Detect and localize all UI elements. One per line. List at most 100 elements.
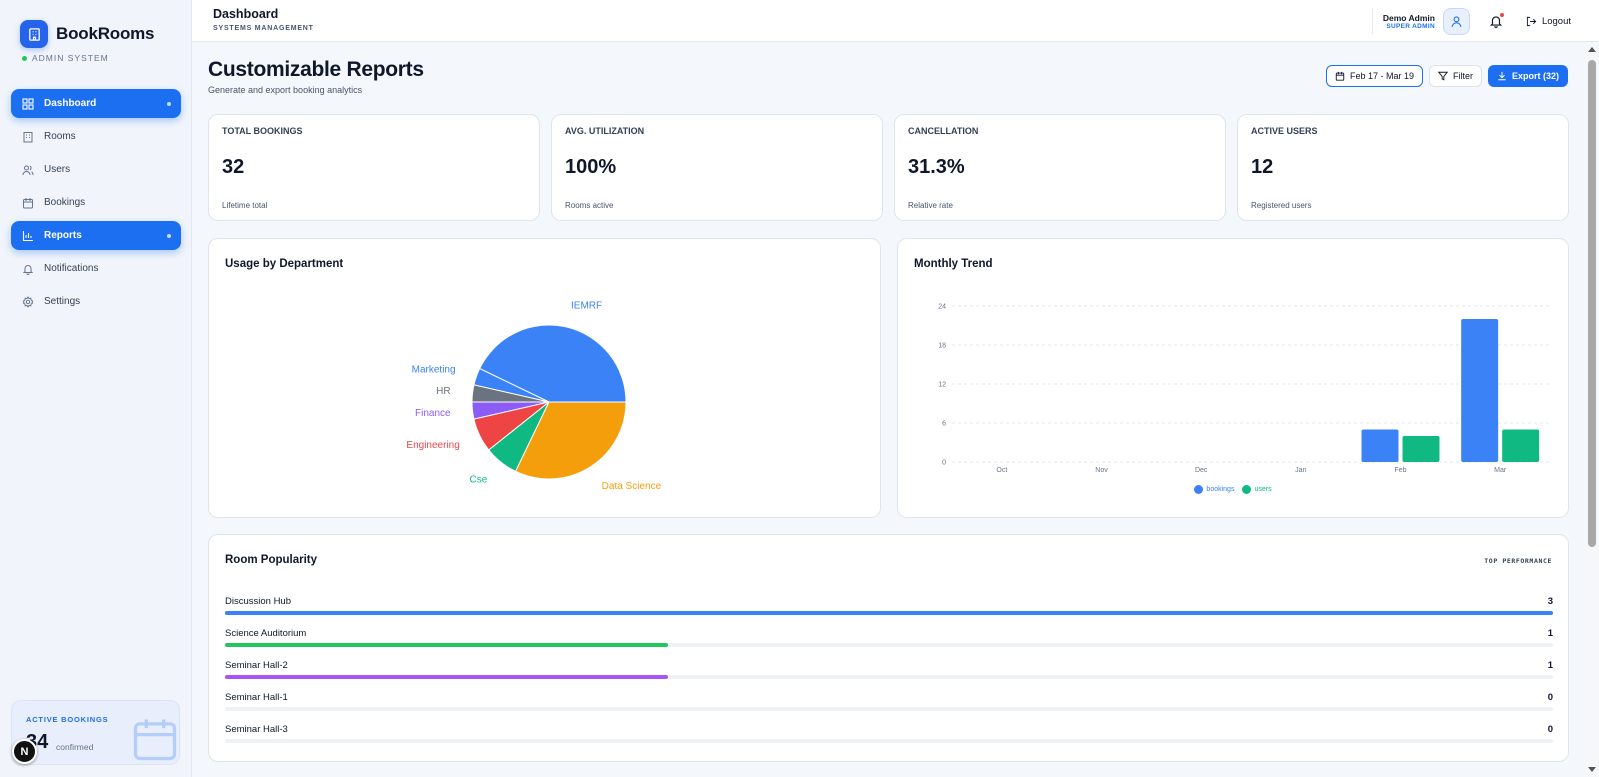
pie-label: Cse (469, 474, 487, 485)
bar-users-feb[interactable] (1402, 436, 1440, 462)
sidebar-item-users[interactable]: Users (11, 155, 181, 184)
bell-icon (1489, 16, 1503, 28)
x-tick-label: Jan (1295, 467, 1306, 474)
pie-slice-iemrf[interactable] (478, 324, 627, 403)
bar-chart-icon (22, 230, 34, 242)
monthly-trend-card: Monthly Trend 0 6 12 18 24 Oct Nov Dec Jan Feb Mar… (897, 238, 1569, 518)
sidebar-item-label: Reports (44, 230, 82, 241)
top-performance-tag: TOP PERFORMANCE (1484, 557, 1552, 565)
card-title: Room Popularity (225, 554, 318, 566)
room-popularity-card: Room Popularity TOP PERFORMANCE Discussi… (208, 534, 1569, 762)
sidebar-item-settings[interactable]: Settings (11, 287, 181, 316)
bar-users-mar[interactable] (1502, 429, 1540, 463)
notifications-button[interactable] (1488, 13, 1504, 29)
logout-icon (1526, 16, 1537, 26)
pie-slice-data-science[interactable] (514, 401, 627, 480)
calendar-icon (1335, 71, 1345, 81)
progress-fill (225, 643, 668, 647)
room-row[interactable]: Seminar Hall-2 1 (225, 660, 1553, 680)
sidebar-item-dashboard[interactable]: Dashboard (11, 89, 181, 118)
page-subtitle: Generate and export booking analytics (208, 85, 363, 95)
pie-label: Finance (415, 408, 451, 419)
scroll-thumb[interactable] (1588, 60, 1596, 547)
stat-value: 12 (1251, 156, 1274, 178)
room-name: Seminar Hall-1 (225, 692, 288, 703)
sidebar-item-label: Users (44, 164, 71, 175)
bar-bookings-mar[interactable] (1461, 319, 1499, 462)
stat-value: 32 (222, 156, 245, 178)
scroll-up-arrow[interactable] (1588, 47, 1596, 52)
export-label: Export (32) (1511, 71, 1559, 81)
y-tick-label: 6 (942, 421, 946, 428)
room-count: 1 (1547, 628, 1553, 639)
users-icon (22, 164, 34, 176)
y-tick-label: 18 (938, 343, 946, 350)
legend-item-users: users (1242, 485, 1272, 494)
y-tick-label: 24 (938, 304, 946, 311)
active-indicator (167, 234, 171, 238)
sidebar-item-reports[interactable]: Reports (11, 221, 181, 250)
building-logo-icon (20, 20, 48, 48)
page-title: Customizable Reports (208, 58, 424, 81)
legend-item-bookings: bookings (1194, 485, 1234, 494)
sidebar-item-bookings[interactable]: Bookings (11, 188, 181, 217)
logout-button[interactable]: Logout (1526, 16, 1571, 27)
stat-label: ACTIVE USERS (1251, 126, 1318, 136)
sidebar-item-notifications[interactable]: Notifications (11, 254, 181, 283)
room-count: 0 (1547, 692, 1553, 703)
room-count: 3 (1547, 596, 1553, 607)
pie-label: Engineering (406, 440, 459, 451)
user-name: Demo Admin (1382, 12, 1435, 23)
active-bookings-card: ACTIVE BOOKINGS 34 confirmed (11, 700, 180, 765)
scroll-down-arrow[interactable] (1588, 767, 1596, 772)
export-button[interactable]: Export (32) (1487, 65, 1568, 87)
sidebar-item-label: Rooms (44, 131, 76, 142)
bar-chart: 0 6 12 18 24 Oct Nov Dec Jan Feb Mar (938, 304, 1550, 474)
card-title: Monthly Trend (914, 258, 993, 270)
sidebar: BookRooms ADMIN SYSTEM Dashboard Rooms U… (0, 0, 192, 777)
room-row[interactable]: Seminar Hall-3 0 (225, 724, 1553, 744)
bell-icon (22, 263, 34, 275)
dashboard-icon (22, 97, 34, 110)
brand-subtitle: ADMIN SYSTEM (22, 53, 109, 63)
pie-label: Marketing (412, 364, 456, 375)
filter-button[interactable]: Filter (1428, 65, 1482, 87)
stat-label: TOTAL BOOKINGS (222, 126, 303, 136)
logout-label: Logout (1541, 15, 1571, 27)
progress-track (225, 707, 1553, 711)
progress-fill (225, 611, 1553, 615)
y-tick-label: 0 (942, 460, 946, 467)
notification-dot (1499, 13, 1504, 17)
x-tick-label: Oct (996, 467, 1007, 474)
page-scrollbar[interactable] (1585, 42, 1599, 777)
sidebar-nav: Dashboard Rooms Users Bookings Reports N… (11, 89, 181, 320)
active-indicator (167, 102, 171, 106)
stat-label: AVG. UTILIZATION (565, 126, 645, 136)
x-tick-label: Nov (1095, 467, 1108, 474)
sidebar-item-label: Settings (44, 296, 81, 307)
pie-label: Data Science (602, 481, 662, 492)
topbar-title: Dashboard (213, 7, 279, 21)
stat-value: 100% (565, 156, 617, 178)
progress-fill (225, 675, 668, 679)
sidebar-item-rooms[interactable]: Rooms (11, 122, 181, 151)
active-bookings-label: ACTIVE BOOKINGS (26, 715, 109, 724)
stat-sub: Rooms active (565, 201, 614, 210)
date-range-button[interactable]: Feb 17 - Mar 19 (1325, 65, 1423, 87)
room-row[interactable]: Discussion Hub 3 (225, 596, 1553, 616)
topbar-subtitle: SYSTEMS MANAGEMENT (213, 25, 314, 32)
active-bookings-sub: confirmed (56, 742, 94, 752)
n-badge[interactable]: N (12, 739, 37, 764)
progress-track (225, 739, 1553, 743)
calendar-watermark-icon (133, 719, 177, 761)
room-row[interactable]: Seminar Hall-1 0 (225, 692, 1553, 712)
avatar[interactable] (1442, 7, 1470, 35)
stat-label: CANCELLATION (908, 126, 979, 136)
room-row[interactable]: Science Auditorium 1 (225, 628, 1553, 648)
x-tick-label: Mar (1494, 467, 1507, 474)
brand-name: BookRooms (56, 24, 155, 43)
brand[interactable]: BookRooms (20, 20, 155, 48)
progress-track (225, 643, 1553, 647)
bar-bookings-feb[interactable] (1361, 429, 1399, 463)
room-name: Seminar Hall-3 (225, 724, 288, 735)
